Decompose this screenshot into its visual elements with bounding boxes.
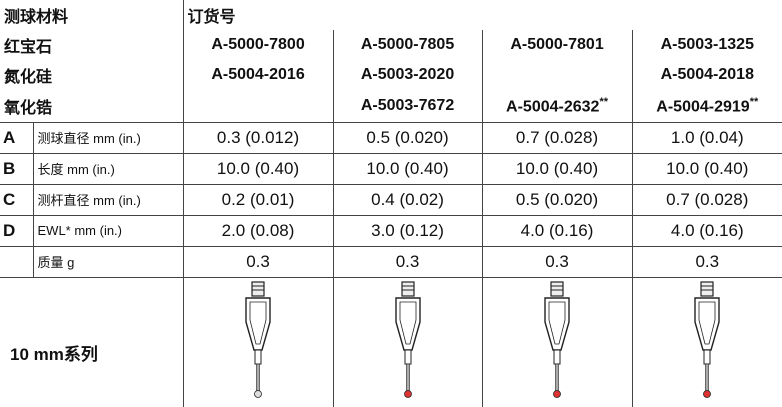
spec-value: 0.7 (0.028): [481, 121, 633, 154]
spec-value: 4.0 (0.16): [631, 214, 782, 247]
stylus-cell: [333, 277, 483, 407]
order-code-cell: A-5003-1325: [632, 30, 782, 60]
series-row: 10 mm系列: [0, 277, 782, 407]
spec-value: 2.0 (0.08): [182, 214, 334, 247]
order-code: A-5003-7672: [360, 96, 455, 114]
spec-value: 10.0 (0.40): [481, 152, 633, 185]
spec-row: 质量 g 0.3 0.3 0.3 0.3: [0, 245, 782, 278]
order-code-cell: A-5000-7805: [333, 30, 483, 60]
order-code: A-5004-2018: [660, 66, 754, 83]
order-code-cell: A-5004-2018: [632, 60, 782, 90]
stylus-cell: [482, 277, 633, 407]
order-code: A-5004-2919: [656, 97, 750, 115]
spec-key: [0, 245, 34, 278]
order-code-cell: A-5000-7801: [482, 30, 633, 60]
order-code-cell: A-5004-2919**: [632, 90, 782, 122]
spec-label: 测球直径 mm (in.): [32, 121, 184, 154]
spec-key: A: [0, 121, 34, 154]
order-code: A-5004-2632: [506, 97, 600, 115]
order-code-cell: A-5003-7672: [333, 90, 483, 122]
spec-label: 测杆直径 mm (in.): [32, 183, 184, 216]
series-label: 10 mm系列: [0, 277, 184, 407]
spec-label: 质量 g: [32, 245, 184, 278]
spec-row: D EWL* mm (in.) 2.0 (0.08) 3.0 (0.12) 4.0 (0…: [0, 214, 782, 247]
order-code: A-5003-2020: [360, 66, 455, 83]
spec-value: 0.3: [631, 245, 782, 278]
order-code: A-5004-2016: [211, 66, 305, 83]
material-name: 红宝石: [0, 30, 184, 60]
spec-value: 4.0 (0.16): [481, 214, 633, 247]
material-name: 氧化锆: [0, 90, 184, 122]
header-row: 测球材料 订货号: [0, 0, 782, 30]
material-row: 氮化硅 A-5004-2016 A-5003-2020 A-5004-2018: [0, 60, 782, 90]
footnote-mark: **: [599, 95, 608, 108]
stylus-icon: [394, 280, 421, 398]
material-row: 氧化锆 A-5003-7672 A-5004-2632** A-5004-2919**: [0, 90, 782, 122]
stylus-icon: [245, 280, 271, 398]
order-code: A-5000-7800: [211, 36, 305, 53]
order-code-cell: [482, 60, 633, 90]
spec-value: 0.4 (0.02): [332, 183, 483, 216]
spec-key: D: [0, 214, 34, 247]
spec-value: 1.0 (0.04): [631, 121, 782, 154]
material-name: 氮化硅: [0, 60, 184, 90]
spec-value: 0.5 (0.020): [481, 183, 633, 216]
order-code-cell: A-5004-2016: [183, 60, 334, 90]
stylus-icon: [544, 280, 570, 398]
spec-value: 0.3 (0.012): [182, 121, 334, 154]
spec-value: 3.0 (0.12): [332, 214, 483, 247]
spec-row: A 测球直径 mm (in.) 0.3 (0.012) 0.5 (0.020) 0.7 …: [0, 121, 782, 154]
spec-value: 0.5 (0.020): [332, 121, 483, 154]
spec-label: 长度 mm (in.): [32, 152, 184, 185]
order-code-cell: A-5000-7800: [183, 30, 334, 60]
spec-value: 0.3: [481, 245, 633, 278]
spec-value: 0.3: [332, 245, 483, 278]
spec-value: 10.0 (0.40): [332, 152, 483, 185]
spec-key: B: [0, 152, 34, 185]
stylus-icon: [694, 280, 720, 398]
spec-label: EWL* mm (in.): [32, 214, 184, 247]
spec-value: 10.0 (0.40): [631, 152, 782, 185]
spec-value: 0.3: [182, 245, 334, 278]
spec-value: 0.7 (0.028): [631, 183, 782, 216]
order-code-cell: A-5003-2020: [333, 60, 483, 90]
order-label: 订货号: [187, 9, 236, 26]
spec-row: C 测杆直径 mm (in.) 0.2 (0.01) 0.4 (0.02) 0.5 (0…: [0, 183, 782, 216]
spec-value: 10.0 (0.40): [182, 152, 334, 185]
order-code: A-5000-7805: [360, 36, 455, 53]
order-code-cell: A-5004-2632**: [482, 90, 633, 122]
material-label: 测球材料: [0, 0, 184, 30]
stylus-cell: [632, 277, 782, 407]
spec-key: C: [0, 183, 34, 216]
order-code: A-5003-1325: [660, 36, 754, 53]
material-row: 红宝石 A-5000-7800 A-5000-7805 A-5000-7801 A-50…: [0, 30, 782, 60]
spec-value: 0.2 (0.01): [182, 183, 334, 216]
spec-row: B 长度 mm (in.) 10.0 (0.40) 10.0 (0.40) 10.0 (…: [0, 152, 782, 185]
order-code: A-5000-7801: [510, 36, 604, 53]
stylus-cell: [183, 277, 334, 407]
order-code-cell: [183, 90, 334, 122]
footnote-mark: **: [749, 95, 759, 108]
